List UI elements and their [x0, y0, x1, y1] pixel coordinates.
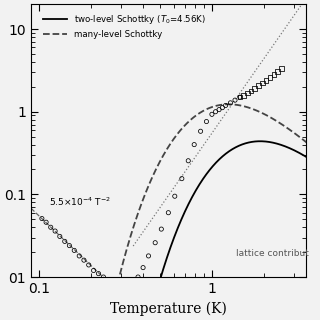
Point [256, 83, 261, 88]
Point [86, 262, 91, 268]
many-level Schottky [227, 102, 231, 106]
two-level Schottky ($T_0$=4.56K) [244, 141, 248, 145]
two-level Schottky ($T_0$=4.56K) [274, 141, 278, 145]
Line: many-level Schottky: many-level Schottky [27, 104, 316, 320]
many-level Schottky [314, 148, 318, 152]
Point [96, 271, 101, 276]
two-level Schottky ($T_0$=4.56K) [314, 161, 318, 165]
Point [220, 105, 225, 110]
Point [204, 119, 209, 124]
Point [106, 278, 111, 284]
two-level Schottky ($T_0$=4.56K) [258, 139, 262, 143]
Point [198, 129, 203, 134]
Point [264, 78, 269, 83]
Point [252, 86, 257, 91]
Point [268, 75, 273, 80]
Point [248, 88, 253, 93]
Point [39, 216, 44, 221]
Point [179, 176, 184, 181]
Point [237, 95, 242, 100]
Point [48, 225, 53, 230]
Point [217, 107, 222, 112]
Point [57, 234, 62, 239]
Point [116, 282, 121, 287]
Point [279, 66, 284, 71]
Point [186, 158, 191, 163]
many-level Schottky [209, 105, 213, 109]
Point [111, 280, 116, 285]
Point [241, 93, 246, 98]
Point [121, 283, 126, 288]
many-level Schottky [200, 109, 204, 113]
Point [209, 112, 214, 117]
Point [260, 81, 265, 86]
Point [172, 194, 177, 199]
Text: lattice contribut: lattice contribut [236, 249, 309, 258]
Point [237, 95, 242, 100]
two-level Schottky ($T_0$=4.56K) [193, 190, 197, 194]
Point [52, 228, 58, 234]
Point [135, 275, 140, 280]
Point [126, 282, 131, 287]
Point [44, 220, 49, 225]
Point [72, 248, 77, 253]
X-axis label: Temperature (K): Temperature (K) [110, 301, 227, 316]
Point [232, 98, 237, 103]
Legend: two-level Schottky ($T_0$=4.56K), many-level Schottky: two-level Schottky ($T_0$=4.56K), many-l… [41, 11, 207, 41]
Point [101, 275, 106, 280]
Line: two-level Schottky ($T_0$=4.56K): two-level Schottky ($T_0$=4.56K) [27, 141, 316, 320]
two-level Schottky ($T_0$=4.56K) [200, 178, 204, 182]
Point [245, 91, 250, 96]
Point [223, 103, 228, 108]
many-level Schottky [274, 119, 278, 123]
Point [213, 109, 218, 114]
Point [81, 258, 86, 263]
Point [91, 268, 96, 273]
Point [146, 253, 151, 259]
Point [271, 72, 276, 77]
Point [140, 265, 146, 270]
Point [67, 243, 72, 248]
Point [77, 253, 82, 259]
Point [192, 142, 197, 147]
Point [131, 278, 136, 284]
Point [159, 227, 164, 232]
many-level Schottky [193, 115, 197, 118]
Text: 5.5$\times$10$^{-4}$ T$^{-2}$: 5.5$\times$10$^{-4}$ T$^{-2}$ [50, 195, 111, 208]
Point [275, 69, 280, 74]
two-level Schottky ($T_0$=4.56K) [209, 166, 213, 170]
Point [62, 239, 67, 244]
many-level Schottky [244, 105, 248, 109]
Point [228, 100, 233, 105]
Point [166, 210, 171, 215]
Point [153, 240, 158, 245]
